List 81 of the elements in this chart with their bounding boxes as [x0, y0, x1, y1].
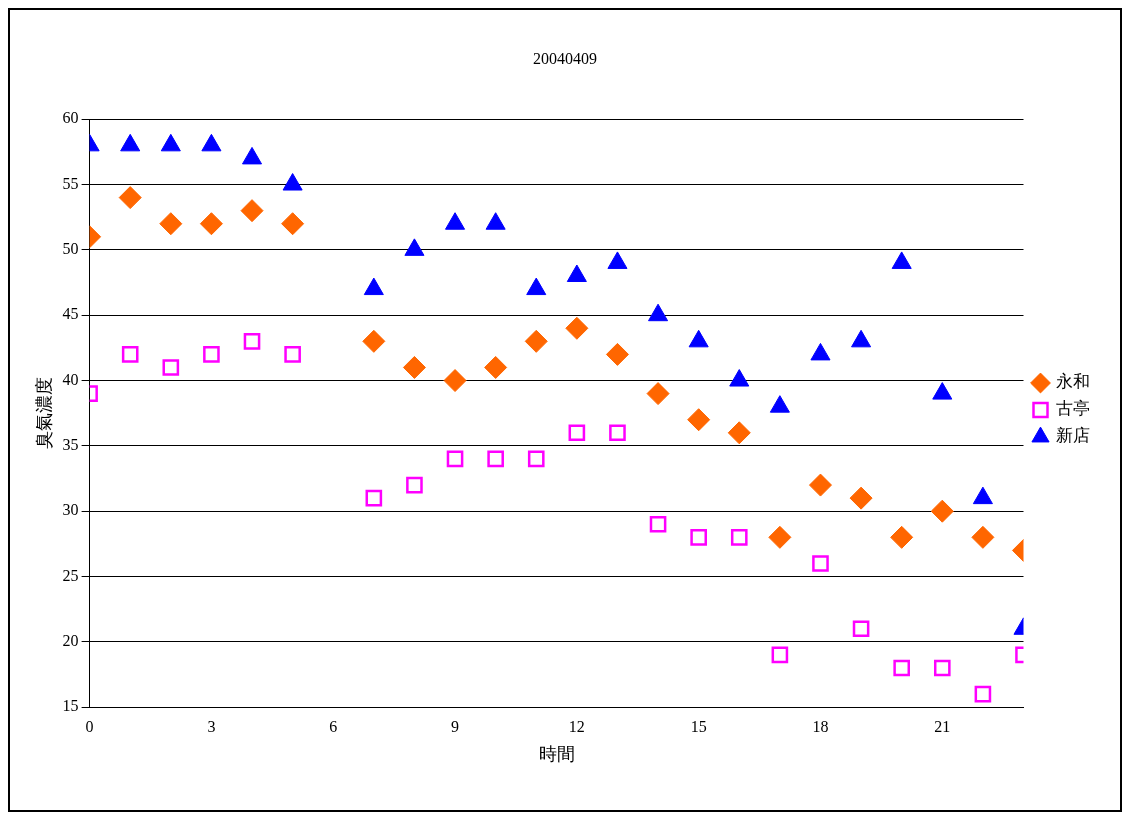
- y-axis-title: 臭氣濃度: [33, 377, 54, 450]
- point: [526, 277, 547, 296]
- point: [565, 316, 589, 340]
- x-tick-label: 0: [85, 718, 94, 735]
- point: [648, 303, 669, 322]
- point: [284, 346, 301, 363]
- point: [687, 408, 711, 432]
- point: [162, 359, 180, 376]
- point: [609, 424, 626, 442]
- point: [402, 355, 426, 379]
- y-tick-label: 25: [62, 566, 79, 584]
- x-axis-title: 時間: [538, 743, 575, 764]
- legend-label: 新店: [1056, 426, 1090, 446]
- point: [932, 382, 953, 400]
- x-tick-label: 6: [329, 718, 338, 735]
- legend-label: 古亭: [1056, 399, 1090, 419]
- y-tick-label: 50: [62, 240, 79, 258]
- point: [727, 421, 751, 445]
- point: [243, 333, 261, 350]
- point: [160, 133, 181, 152]
- y-tick-label: 20: [62, 632, 79, 650]
- point: [933, 659, 951, 677]
- point: [688, 329, 709, 348]
- point: [484, 355, 508, 379]
- point: [971, 525, 995, 549]
- point: [446, 450, 464, 468]
- point: [812, 555, 829, 572]
- point: [810, 342, 831, 361]
- point: [851, 329, 872, 348]
- point: [121, 346, 139, 363]
- chart-title: 20040409: [533, 49, 597, 67]
- y-tick-label: 45: [62, 305, 79, 323]
- point: [282, 173, 303, 191]
- y-tick-label: 30: [62, 501, 79, 519]
- x-tick-label: 21: [934, 718, 951, 735]
- point: [363, 277, 384, 296]
- point: [893, 659, 911, 677]
- point: [974, 685, 992, 703]
- point: [890, 525, 914, 549]
- point: [646, 382, 670, 406]
- point: [607, 251, 628, 269]
- point: [729, 369, 750, 387]
- point: [769, 395, 790, 413]
- y-tick-label: 15: [62, 697, 79, 715]
- point: [808, 473, 832, 497]
- point: [771, 646, 789, 664]
- point: [930, 499, 954, 523]
- x-tick-label: 9: [451, 718, 460, 735]
- point: [365, 489, 383, 507]
- point: [445, 212, 466, 230]
- y-tick-label: 40: [62, 370, 79, 388]
- x-tick-label: 15: [690, 718, 707, 735]
- point: [849, 486, 873, 510]
- point: [485, 212, 506, 230]
- y-tick-label: 60: [62, 109, 79, 127]
- point: [566, 264, 587, 282]
- point: [241, 146, 263, 165]
- point: [730, 529, 748, 546]
- point: [120, 133, 141, 152]
- point: [852, 620, 870, 638]
- point: [768, 525, 792, 549]
- point: [649, 515, 667, 533]
- point: [404, 238, 425, 256]
- legend-label: 永和: [1056, 372, 1090, 392]
- point: [443, 369, 467, 393]
- point: [568, 424, 586, 442]
- point: [524, 329, 548, 353]
- x-tick-label: 12: [568, 718, 585, 735]
- x-tick-label: 3: [207, 718, 216, 735]
- point: [690, 529, 707, 546]
- x-tick-label: 18: [812, 718, 829, 735]
- point: [201, 133, 222, 152]
- point: [605, 342, 629, 366]
- point: [487, 450, 504, 468]
- point: [891, 251, 912, 269]
- point: [527, 450, 545, 468]
- y-tick-label: 55: [62, 174, 79, 192]
- point: [203, 346, 220, 363]
- y-tick-label: 35: [62, 436, 79, 454]
- point: [362, 329, 386, 353]
- point: [406, 476, 423, 494]
